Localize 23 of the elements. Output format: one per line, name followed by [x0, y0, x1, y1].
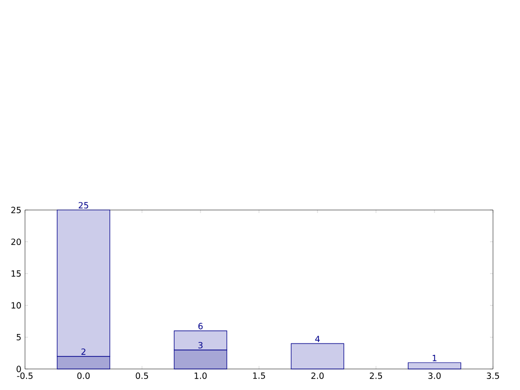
y-tick-label: 20: [11, 238, 21, 246]
data-label: 3: [198, 342, 203, 348]
y-tick-label: 25: [11, 206, 21, 214]
x-tick-label: 3.0: [428, 372, 441, 379]
total-label: 25: [78, 202, 88, 208]
x-tick-label: 2.0: [311, 372, 324, 379]
total-label: 1: [432, 354, 436, 362]
total-label: 4: [315, 336, 320, 342]
y-tick-label: 10: [12, 302, 21, 309]
data-label: 2: [81, 348, 86, 355]
y-tick-label: 0: [16, 366, 21, 372]
x-tick-label: 1.5: [253, 372, 266, 379]
bar: [290, 343, 344, 370]
x-tick-label: 3.5: [486, 372, 500, 379]
x-tick-label: -0.5: [17, 372, 33, 379]
bar: [408, 362, 462, 370]
y-tick-label: 5: [16, 334, 21, 340]
x-tick-label: 0.5: [136, 372, 148, 379]
x-tick-label: 0.0: [77, 372, 90, 379]
total-label: 6: [198, 322, 203, 330]
x-tick-label: 1.0: [194, 372, 207, 379]
y-tick-label: 15: [12, 270, 21, 277]
x-tick-label: 2.5: [370, 372, 382, 379]
